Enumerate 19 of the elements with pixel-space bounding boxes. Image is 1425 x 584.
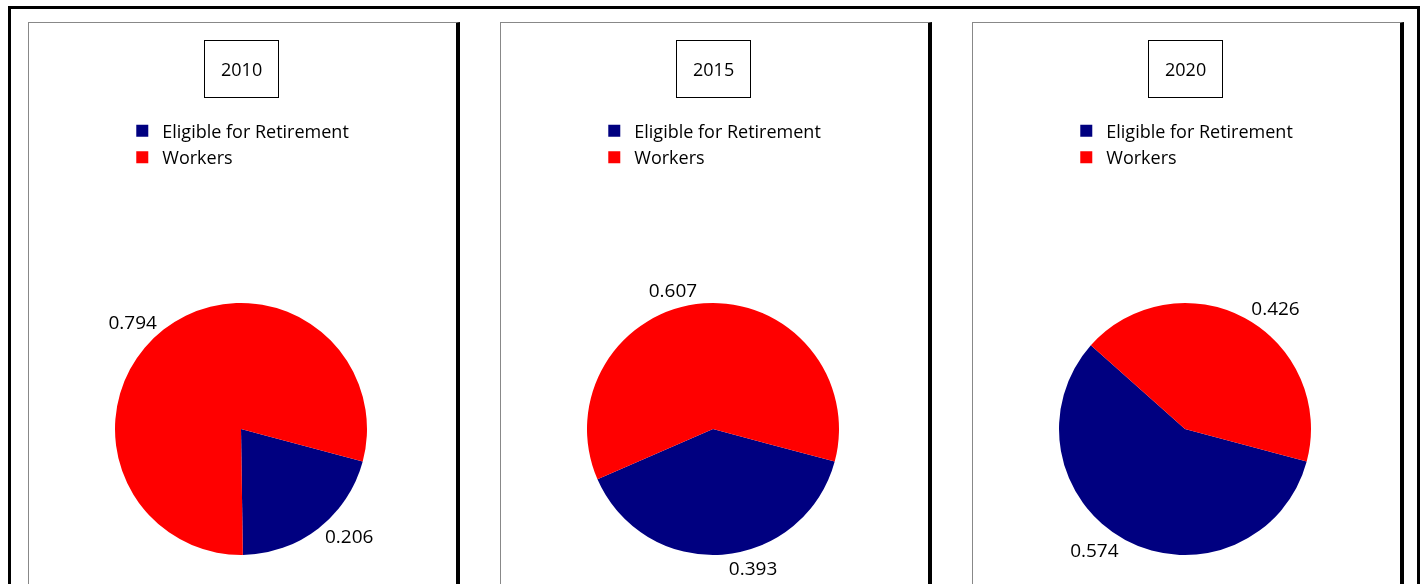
data-label: 0.607 <box>648 277 698 304</box>
pie-slice <box>587 303 839 480</box>
legend-label: Workers <box>162 145 233 170</box>
legend-label: Workers <box>634 145 705 170</box>
data-label: 0.574 <box>1070 536 1119 563</box>
pie-slice <box>597 429 835 555</box>
data-label: 0.794 <box>108 308 158 335</box>
chart-title: 2020 <box>1165 57 1207 81</box>
pie-slice <box>1090 303 1311 462</box>
pie-slice <box>1059 345 1307 555</box>
legend-label: Eligible for Retirement <box>162 118 349 143</box>
legend-label: Eligible for Retirement <box>634 118 821 143</box>
chart-title: 2010 <box>221 57 263 81</box>
chart-title: 2015 <box>693 57 735 81</box>
data-label: 0.426 <box>1251 295 1300 322</box>
legend-label: Workers <box>1106 145 1177 170</box>
legend-label: Eligible for Retirement <box>1106 118 1293 143</box>
data-label: 0.206 <box>324 523 374 550</box>
data-label: 0.393 <box>728 554 778 581</box>
